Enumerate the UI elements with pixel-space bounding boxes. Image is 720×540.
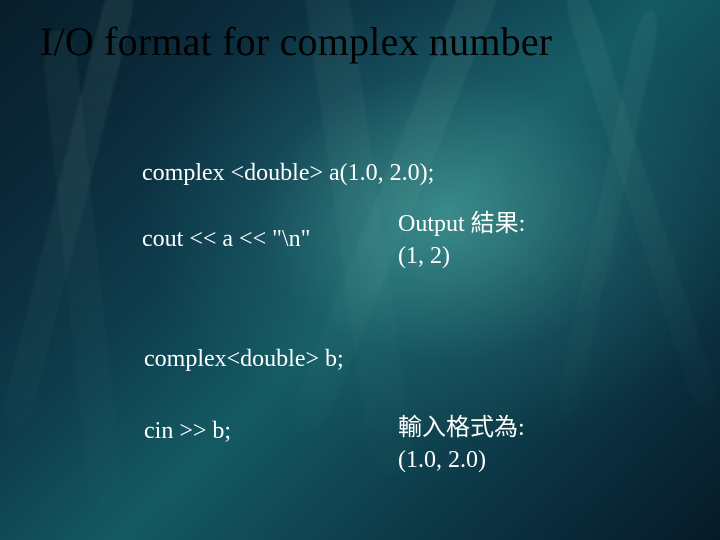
input-format-label: 輸入格式為: (1.0, 2.0): [398, 412, 525, 477]
slide: I/O format for complex number complex <d…: [0, 0, 720, 540]
code-line-cin: cin >> b;: [144, 418, 231, 445]
output-result-label: Output 結果: (1, 2): [398, 208, 525, 273]
code-line-cout: cout << a << "\n": [142, 226, 310, 253]
code-line-declare-b: complex<double> b;: [144, 346, 344, 373]
slide-title: I/O format for complex number: [40, 18, 552, 65]
code-line-declare-a: complex <double> a(1.0, 2.0);: [142, 160, 434, 187]
